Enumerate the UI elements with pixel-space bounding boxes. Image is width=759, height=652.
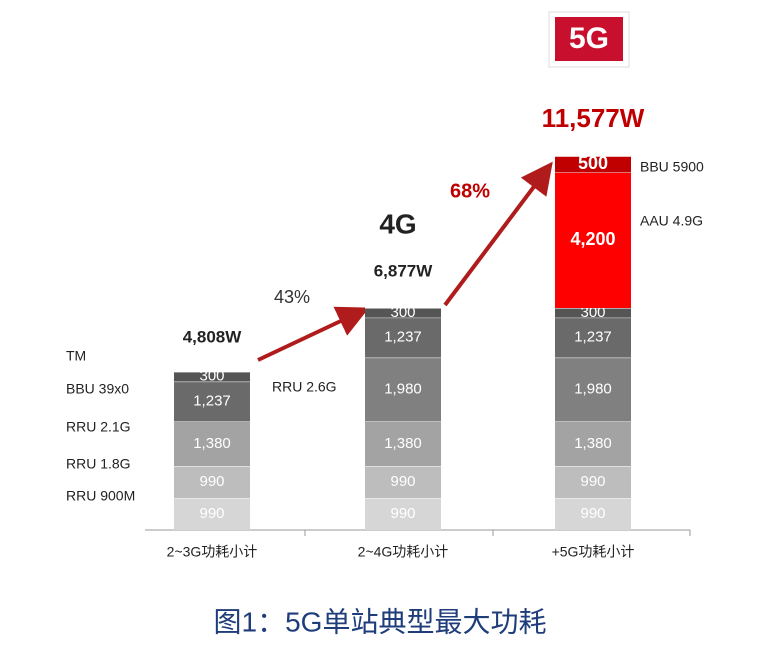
bar-segment: [555, 421, 631, 467]
total-label: 11,577W: [542, 103, 645, 133]
bar-segment: [555, 466, 631, 499]
x-tick-label: +5G功耗小计: [552, 544, 635, 560]
bar-segment: [555, 357, 631, 422]
total-label: 4,808W: [183, 327, 243, 346]
value-label: 1,380: [193, 435, 231, 452]
value-label: 1,380: [384, 435, 422, 452]
bar-segment: [174, 371, 250, 382]
growth-arrow: [443, 161, 553, 307]
value-label: 990: [199, 505, 224, 522]
value-label: 1,237: [193, 393, 231, 410]
growth-label: 43%: [274, 287, 310, 307]
legend-label: RRU 1.8G: [66, 456, 131, 472]
legend-label: RRU 900M: [66, 488, 135, 504]
value-label: 1,237: [384, 329, 422, 346]
legend-label: TM: [66, 348, 86, 364]
bar-segment: [555, 498, 631, 530]
value-label: 990: [390, 473, 415, 490]
legend-label: RRU 2.6G: [272, 379, 337, 395]
value-label: 990: [390, 505, 415, 522]
value-label: 1,237: [574, 329, 612, 346]
bar-segment: [174, 498, 250, 530]
bar-segment: [555, 317, 631, 358]
bar-segment: [174, 421, 250, 467]
bar-segment: [365, 466, 441, 499]
growth-label: 68%: [450, 180, 490, 202]
bar-segment: [174, 381, 250, 422]
value-label: 1,980: [384, 381, 422, 398]
bar-segment: [555, 156, 631, 173]
caption: 图1：5G单站典型最大功耗: [214, 606, 547, 637]
x-tick-label: 2~4G功耗小计: [358, 544, 449, 560]
bar-segment: [365, 308, 441, 318]
value-label: 990: [199, 473, 224, 490]
badge-4g: 4G: [379, 208, 416, 239]
value-label: 300: [390, 304, 415, 321]
value-label: 1,380: [574, 435, 612, 452]
bar-segment: [365, 421, 441, 467]
value-label: 500: [578, 153, 608, 173]
bar-segment: [555, 308, 631, 318]
growth-arrow: [257, 306, 370, 362]
badge-5g-box: [555, 17, 623, 61]
bar-segment: [365, 357, 441, 422]
value-label: 990: [580, 505, 605, 522]
bar-segment: [365, 317, 441, 358]
value-label: 990: [580, 473, 605, 490]
bar-segment: [555, 172, 631, 308]
x-tick-label: 2~3G功耗小计: [167, 544, 258, 560]
bar-segment: [174, 466, 250, 499]
value-label: 4,200: [570, 229, 615, 249]
value-label: 300: [580, 304, 605, 321]
legend-label: RRU 2.1G: [66, 419, 131, 435]
legend-label: BBU 5900: [640, 159, 704, 175]
legend-label: AAU 4.9G: [640, 213, 703, 229]
value-label: 300: [199, 368, 224, 385]
value-label: 1,980: [574, 381, 612, 398]
total-label: 6,877W: [374, 261, 434, 280]
badge-5g: 5G: [569, 22, 609, 55]
bar-segment: [365, 498, 441, 530]
legend-label: BBU 39x0: [66, 381, 129, 397]
